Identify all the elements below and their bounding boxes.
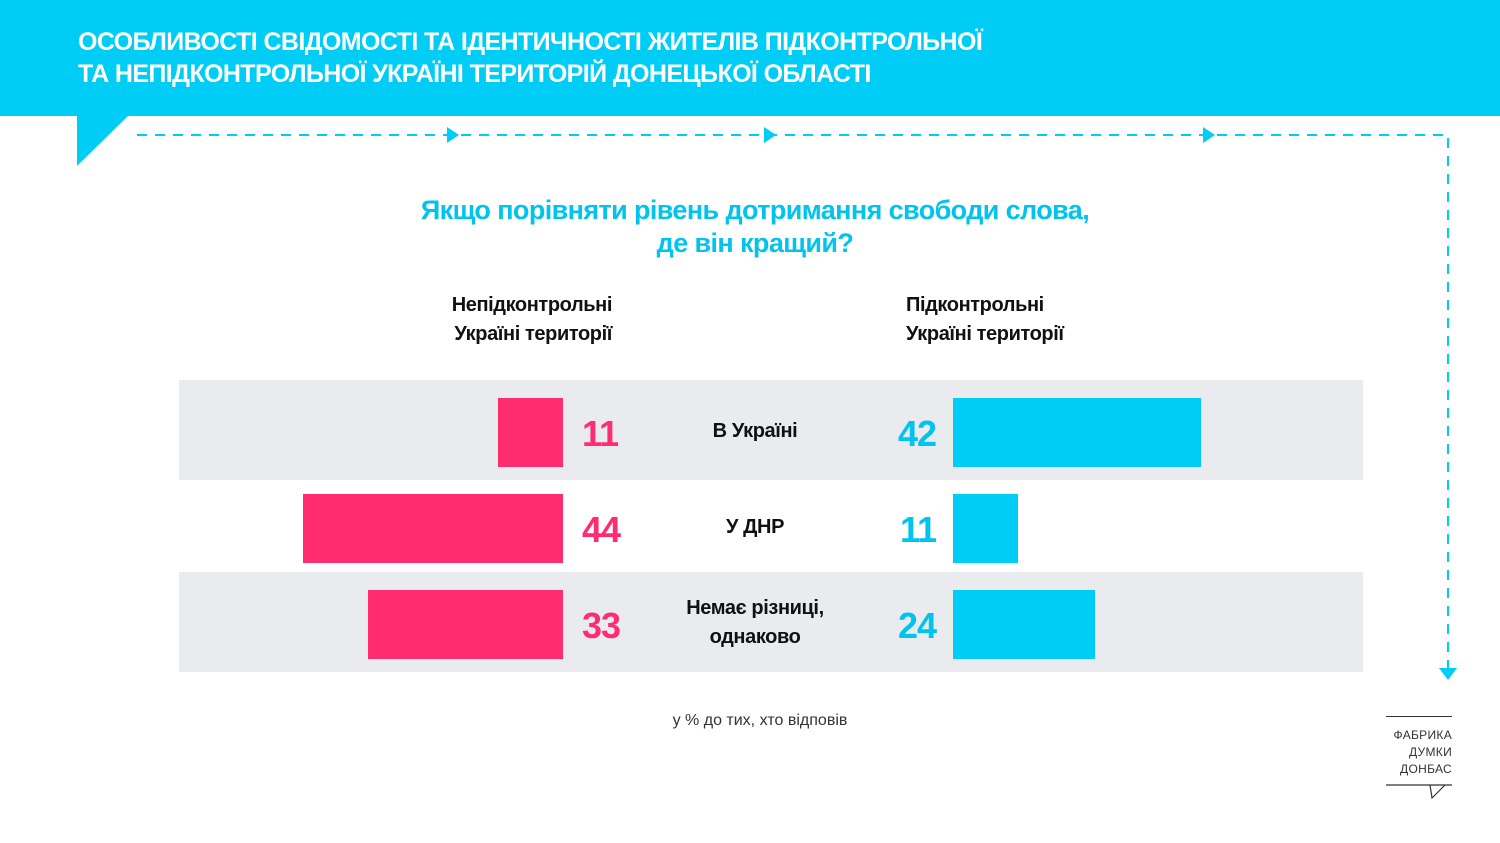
logo-top-rule bbox=[1386, 716, 1452, 717]
left-group-label: Непідконтрольні Україні території bbox=[380, 291, 613, 349]
arrow-right-icon bbox=[1203, 127, 1215, 143]
bar-left-series bbox=[368, 590, 563, 659]
logo-line-3: ДОНБАС bbox=[1400, 762, 1452, 776]
arrow-right-icon bbox=[764, 127, 776, 143]
logo-line-1: ФАБРИКА bbox=[1393, 728, 1452, 742]
page-title-line-2: ТА НЕПІДКОНТРОЛЬНОЇ УКРАЇНІ ТЕРИТОРІЙ ДО… bbox=[78, 60, 871, 88]
category-label-line-1: У ДНР bbox=[725, 515, 785, 538]
data-label-right: 42 bbox=[897, 413, 937, 454]
logo-line-2: ДУМКИ bbox=[1409, 745, 1452, 759]
chart-footnote: у % до тих, хто відповів bbox=[672, 712, 848, 729]
category-label: У ДНР bbox=[655, 513, 855, 542]
right-group-label: Підконтрольні Україні території bbox=[906, 291, 1206, 349]
category-label-line-2: однаково bbox=[709, 626, 801, 648]
chart-title-line-2: де він кращий? bbox=[656, 228, 854, 258]
bar-left-series bbox=[303, 494, 563, 563]
page-title-line-1: ОСОБЛИВОСТІ СВІДОМОСТІ ТА ІДЕНТИЧНОСТІ Ж… bbox=[78, 28, 983, 56]
category-label-line-1: Немає різниці, bbox=[686, 597, 824, 619]
data-label-left: 33 bbox=[582, 605, 621, 646]
data-label-right: 11 bbox=[899, 509, 937, 550]
bar-right-series bbox=[953, 590, 1095, 659]
arrow-down-icon bbox=[1439, 668, 1457, 680]
header-banner: ОСОБЛИВОСТІ СВІДОМОСТІ ТА ІДЕНТИЧНОСТІ Ж… bbox=[0, 0, 1500, 116]
bar-left-series bbox=[498, 398, 563, 467]
left-group-label-line-1: Непідконтрольні bbox=[451, 294, 613, 316]
right-group-label-line-2: Україні території bbox=[906, 323, 1064, 345]
category-label: В Україні bbox=[655, 417, 855, 446]
dashed-arrow-path bbox=[137, 134, 1449, 668]
category-label: Немає різниці, однаково bbox=[655, 594, 855, 652]
logo-text: ФАБРИКА ДУМКИ ДОНБАС bbox=[1386, 727, 1452, 778]
brand-logo: ФАБРИКА ДУМКИ ДОНБАС bbox=[1386, 716, 1452, 800]
data-label-left: 11 bbox=[582, 413, 619, 454]
speech-tail-shape bbox=[77, 116, 128, 166]
chart-title-line-1: Якщо порівняти рівень дотримання свободи… bbox=[420, 195, 1090, 225]
arrow-right-icon bbox=[447, 127, 459, 143]
bar-right-series bbox=[953, 494, 1018, 563]
right-group-label-line-1: Підконтрольні bbox=[906, 294, 1044, 316]
data-label-left: 44 bbox=[582, 509, 621, 550]
bar-right-series bbox=[953, 398, 1202, 467]
logo-speech-tail-icon bbox=[1386, 784, 1452, 800]
chart-title: Якщо порівняти рівень дотримання свободи… bbox=[250, 194, 1260, 260]
page-title: ОСОБЛИВОСТІ СВІДОМОСТІ ТА ІДЕНТИЧНОСТІ Ж… bbox=[78, 26, 1178, 90]
data-label-right: 24 bbox=[897, 605, 937, 646]
category-label-line-1: В Україні bbox=[712, 419, 798, 442]
left-group-label-line-2: Україні території bbox=[454, 323, 612, 345]
